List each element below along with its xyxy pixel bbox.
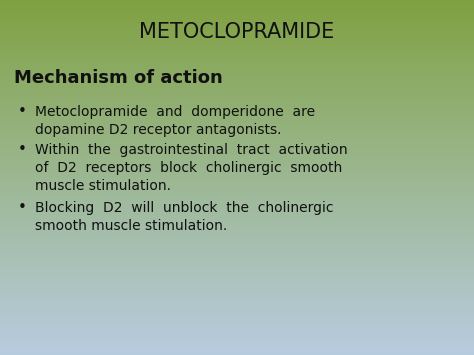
Text: muscle stimulation.: muscle stimulation. xyxy=(35,179,171,193)
Text: Metoclopramide  and  domperidone  are: Metoclopramide and domperidone are xyxy=(35,105,315,119)
Text: Within  the  gastrointestinal  tract  activation: Within the gastrointestinal tract activa… xyxy=(35,143,347,157)
Text: of  D2  receptors  block  cholinergic  smooth: of D2 receptors block cholinergic smooth xyxy=(35,161,342,175)
Text: dopamine D2 receptor antagonists.: dopamine D2 receptor antagonists. xyxy=(35,123,282,137)
Text: •: • xyxy=(18,142,27,158)
Text: •: • xyxy=(18,201,27,215)
Text: smooth muscle stimulation.: smooth muscle stimulation. xyxy=(35,219,227,233)
Text: Blocking  D2  will  unblock  the  cholinergic: Blocking D2 will unblock the cholinergic xyxy=(35,201,334,215)
Text: •: • xyxy=(18,104,27,120)
Text: Mechanism of action: Mechanism of action xyxy=(14,69,223,87)
Text: METOCLOPRAMIDE: METOCLOPRAMIDE xyxy=(139,22,335,42)
